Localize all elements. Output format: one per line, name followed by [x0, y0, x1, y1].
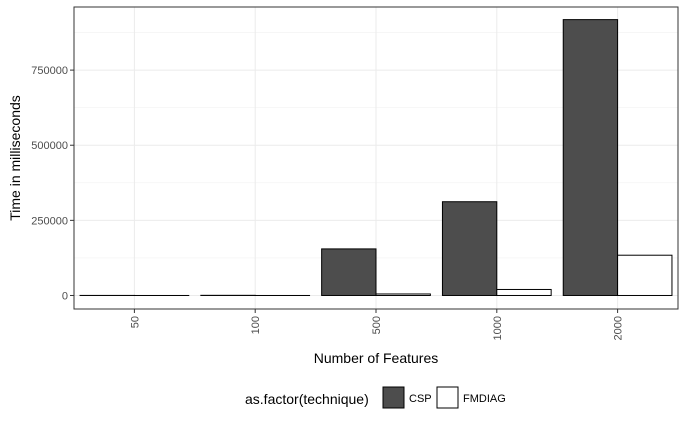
legend-key-csp: [382, 386, 405, 409]
legend-label-csp: CSP: [409, 393, 432, 405]
y-axis: 0 250000 500000 750000: [31, 65, 74, 302]
bar-csp-1000: [441, 201, 498, 296]
x-axis-title: Number of Features: [314, 350, 439, 366]
bars: [79, 19, 673, 296]
x-tick-label: 50: [129, 316, 141, 328]
legend: as.factor(technique) CSP FMDIAG: [245, 386, 506, 409]
y-tick-label: 0: [62, 290, 68, 302]
legend-key-fmdiag: [436, 386, 459, 409]
legend-title: as.factor(technique): [245, 391, 369, 407]
y-tick-label: 750000: [31, 65, 68, 77]
bar-fmdiag-2000: [617, 254, 673, 296]
x-tick-label: 1000: [492, 316, 504, 340]
x-tick-label: 2000: [613, 316, 625, 340]
y-tick-label: 250000: [31, 215, 68, 227]
y-tick-label: 500000: [31, 140, 68, 152]
bar-csp-500: [321, 248, 377, 296]
bar-csp-2000: [562, 19, 619, 296]
x-tick-label: 100: [250, 316, 262, 334]
y-axis-title: Time in milliseconds: [7, 95, 23, 221]
bar-fmdiag-500: [375, 293, 431, 296]
bar-fmdiag-1000: [496, 288, 552, 296]
x-tick-label: 500: [371, 316, 383, 334]
x-axis: 50 100 500 1000 2000: [129, 309, 625, 340]
legend-label-fmdiag: FMDIAG: [463, 393, 506, 405]
